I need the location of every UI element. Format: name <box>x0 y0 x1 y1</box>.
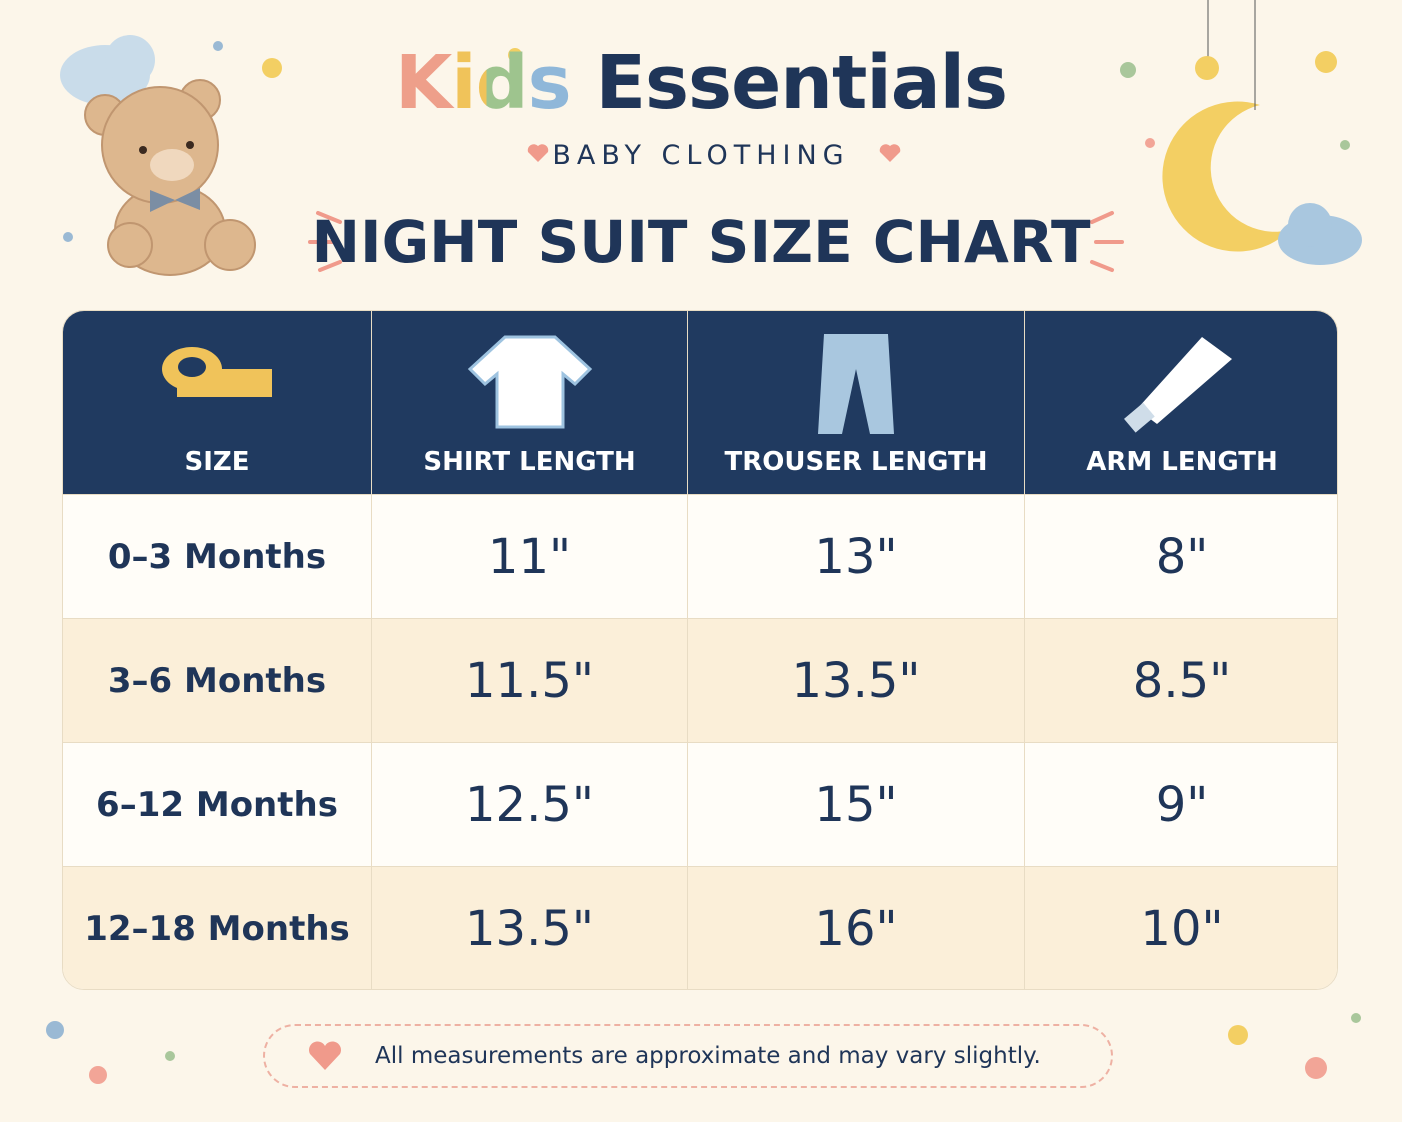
size-cell: 12–18 Months <box>63 866 372 989</box>
measurement-cell: 15" <box>688 742 1025 866</box>
measurement-cell: 13.5" <box>372 866 688 989</box>
column-header: ARM LENGTH <box>1086 447 1278 477</box>
size-cell: 3–6 Months <box>63 618 372 742</box>
note-text: All measurements are approximate and may… <box>375 1043 1041 1069</box>
tape-icon <box>162 347 272 397</box>
measurement-cell: 9" <box>1025 742 1337 866</box>
measurement-cell: 11.5" <box>372 618 688 742</box>
heart-icon <box>309 1041 341 1070</box>
trousers-icon <box>818 334 894 434</box>
header-cell: ARM LENGTH <box>1025 311 1337 494</box>
column-header: SIZE <box>184 447 250 477</box>
brand: Kids Essentials <box>0 40 1402 126</box>
measurement-cell: 13.5" <box>688 618 1025 742</box>
shirt-icon <box>467 335 592 429</box>
size-cell: 6–12 Months <box>63 742 372 866</box>
size-cell: 0–3 Months <box>63 494 372 618</box>
header-cell: TROUSER LENGTH <box>688 311 1025 494</box>
header-cell: SHIRT LENGTH <box>372 311 688 494</box>
measurement-cell: 13" <box>688 494 1025 618</box>
brand-essentials: Essentials <box>595 40 1008 126</box>
measurement-cell: 12.5" <box>372 742 688 866</box>
measurement-cell: 10" <box>1025 866 1337 989</box>
header-cell: SIZE <box>63 311 372 494</box>
column-header: TROUSER LENGTH <box>724 447 988 477</box>
footer-note: All measurements are approximate and may… <box>263 1024 1113 1088</box>
measurement-cell: 11" <box>372 494 688 618</box>
column-header: SHIRT LENGTH <box>423 447 636 477</box>
brand-kids: Kids <box>394 40 572 126</box>
measurement-cell: 8.5" <box>1025 618 1337 742</box>
measurement-cell: 16" <box>688 866 1025 989</box>
title: NIGHT SUIT SIZE CHART <box>311 208 1091 276</box>
measurement-cell: 8" <box>1025 494 1337 618</box>
size-table: SIZE SHIRT LENGTH TROUSER LENGTH ARM LEN… <box>62 310 1338 990</box>
sleeve-icon <box>1124 337 1232 433</box>
subtitle: BABY CLOTHING <box>552 140 850 171</box>
